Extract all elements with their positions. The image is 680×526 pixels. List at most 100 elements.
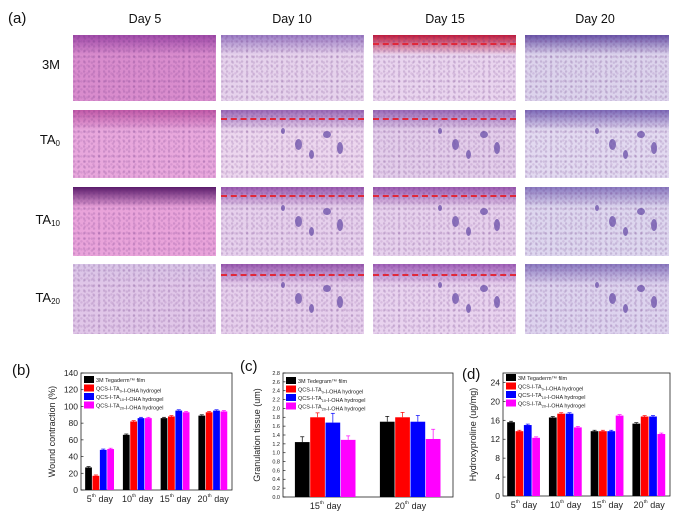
bar [294, 442, 310, 497]
micrograph-r1-c3 [373, 35, 516, 101]
y-tick-label: 2.4 [272, 389, 280, 395]
panel-b-label: (b) [12, 362, 31, 379]
y-tick-label: 140 [64, 368, 78, 378]
bar [507, 422, 515, 496]
y-tick-label: 60 [69, 435, 79, 445]
bar [137, 418, 145, 490]
y-tick-label: 1.4 [272, 433, 280, 439]
hair-follicle [438, 282, 442, 288]
micrograph-r1-c4 [525, 35, 669, 101]
legend-swatch [286, 377, 296, 384]
y-tick-label: 0.2 [272, 486, 280, 492]
legend-label: QCS-I-TA20-I-OHA hydrogel [298, 405, 365, 413]
hair-follicle [595, 205, 599, 211]
hair-follicle [281, 282, 285, 288]
hair-follicle [309, 304, 314, 313]
legend-swatch [286, 385, 296, 393]
row-label-3m: 3M [41, 57, 60, 72]
row-label-ta10: TA10 [35, 212, 60, 228]
y-tick-label: 2.0 [272, 406, 280, 412]
hair-follicle [337, 296, 343, 308]
hair-follicle [323, 208, 331, 215]
hair-follicle [651, 142, 657, 154]
bar [160, 418, 168, 490]
x-category-label: 5th day [87, 493, 114, 504]
bar [130, 421, 138, 490]
x-category-label: 15th day [592, 499, 624, 510]
y-axis-label: Granulation tissue (um) [252, 388, 262, 482]
x-category-label: 10th day [550, 499, 582, 510]
bar [182, 412, 190, 490]
bar [175, 410, 183, 490]
bar [205, 412, 213, 490]
micrograph-r4-c3 [373, 264, 516, 334]
hair-follicle [309, 150, 314, 159]
micrograph-r3-c4 [525, 187, 669, 256]
hair-follicle [637, 131, 645, 138]
hair-follicle [323, 131, 331, 138]
y-tick-label: 120 [64, 385, 78, 395]
x-category-label: 20th day [198, 493, 230, 504]
bar [640, 416, 649, 496]
x-category-label: 15th day [160, 493, 192, 504]
hair-follicle [337, 142, 343, 154]
bar [425, 438, 441, 497]
hair-follicle [494, 142, 500, 154]
hair-follicle [609, 216, 616, 227]
column-header-day20: Day 20 [575, 12, 615, 26]
hair-follicle [466, 150, 471, 159]
legend-swatch [286, 394, 296, 401]
bar [573, 427, 582, 496]
hair-follicle [452, 139, 459, 150]
hair-follicle [323, 285, 331, 292]
micrograph-r3-c3 [373, 187, 516, 256]
epidermis-boundary-line [373, 43, 516, 45]
bar [379, 421, 395, 497]
column-header-day10: Day 10 [272, 12, 312, 26]
y-tick-label: 24 [491, 377, 501, 387]
legend-label: 3M Tegaderm™ film [96, 378, 146, 384]
y-tick-label: 40 [69, 452, 79, 462]
bar [325, 422, 341, 497]
row-label-ta20: TA20 [35, 290, 60, 306]
bar [85, 467, 92, 490]
chart-granulation-tissue: 0.0 0.2 0.4 0.6 0.8 1.0 1.2 1.4 1.6 1.8 2.0 2.2 2.4 2… [228, 360, 458, 521]
legend-swatch [506, 399, 516, 407]
chart-hydroxyproline: 0 4 8 12 16 20 24 Hydroxyproline (ug/mg) 5th day… [455, 360, 680, 521]
hair-follicle [637, 208, 645, 215]
hair-follicle [281, 128, 285, 134]
plot-frame [502, 372, 671, 497]
legend-label: QCS-I-TA0-I-OHA hydrogel [96, 387, 161, 395]
micrograph-r2-c2 [221, 110, 364, 178]
bar [649, 416, 657, 496]
hair-follicle [309, 227, 314, 236]
column-header-day15: Day 15 [425, 12, 465, 26]
hair-follicle [438, 128, 442, 134]
legend-swatch [84, 384, 94, 392]
hair-follicle [295, 139, 302, 150]
hair-follicle [452, 216, 459, 227]
legend-label: QCS-I-TA20-I-OHA hydrogel [96, 404, 163, 412]
epidermis-boundary-line [221, 118, 364, 120]
x-category-label: 20th day [634, 499, 666, 510]
chart-wound-contraction: 0 20 40 60 80 100 120 140 Wound contraction (%) 5… [0, 360, 235, 521]
plot-frame [80, 372, 233, 491]
bar [213, 410, 220, 490]
bar [410, 421, 426, 497]
y-tick-label: 0.6 [272, 468, 280, 474]
micrograph-r1-c2 [221, 35, 364, 101]
bar [515, 431, 524, 496]
micrograph-r4-c4 [525, 264, 669, 334]
y-tick-label: 16 [491, 415, 501, 425]
y-tick-label: 1.2 [272, 442, 280, 448]
bar [168, 416, 175, 490]
y-tick-label: 1.8 [272, 415, 280, 421]
micrograph-r3-c1 [73, 187, 216, 256]
bar [92, 475, 100, 490]
bar [523, 425, 532, 496]
micrograph-r4-c2 [221, 264, 364, 334]
hair-follicle [623, 304, 628, 313]
micrograph-r2-c4 [525, 110, 669, 178]
legend-label: 3M Tedegram™ film [298, 379, 348, 385]
legend-label: 3M Tegaderm™ film [518, 376, 568, 382]
